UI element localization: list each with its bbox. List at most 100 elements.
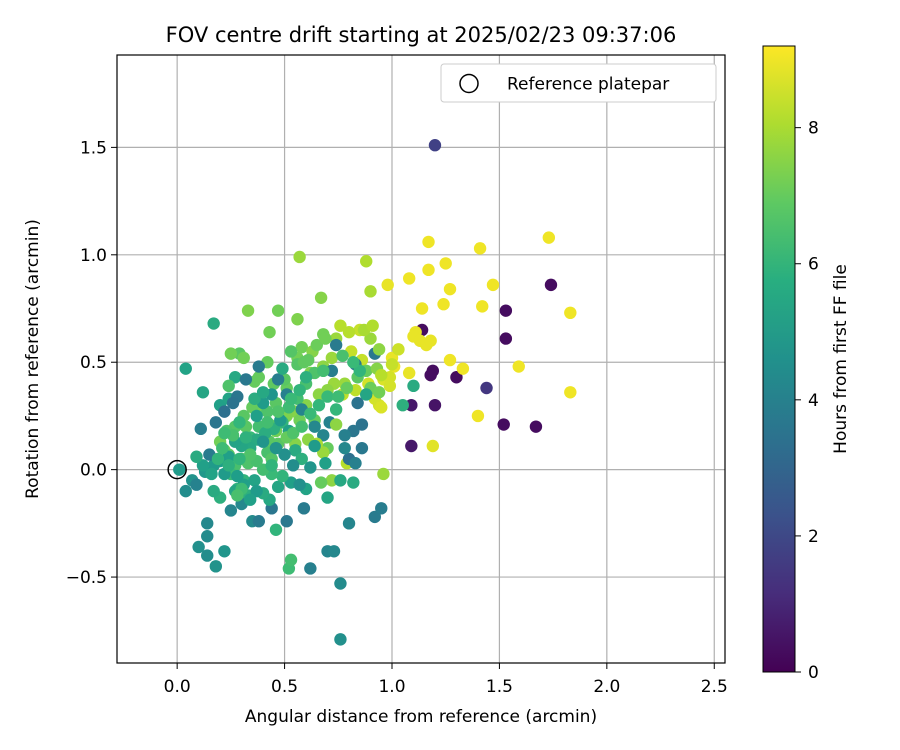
data-point (405, 439, 418, 453)
data-point (231, 469, 244, 483)
data-point (428, 139, 442, 152)
data-point (342, 517, 356, 530)
data-point (271, 304, 285, 317)
data-point (381, 278, 394, 292)
data-point (473, 242, 487, 255)
data-point (233, 416, 246, 429)
data-point (276, 469, 289, 483)
data-point (383, 379, 397, 393)
data-point (239, 373, 253, 386)
data-point (355, 441, 369, 455)
data-point (173, 463, 186, 476)
data-point (261, 416, 274, 429)
y-tick-label: 1.0 (80, 246, 107, 266)
data-point (355, 418, 369, 431)
data-point (497, 418, 510, 431)
data-point (241, 304, 255, 317)
legend-entry-label: Reference platepar (507, 75, 669, 95)
data-point (437, 298, 450, 311)
data-point (190, 450, 203, 463)
data-point (368, 510, 382, 524)
data-point (476, 300, 489, 313)
x-axis-label: Angular distance from reference (arcmin) (245, 707, 597, 727)
data-point (201, 549, 214, 562)
data-point (544, 278, 558, 292)
data-point (542, 231, 556, 244)
data-point (211, 452, 225, 466)
data-point (329, 403, 343, 416)
data-point (284, 553, 298, 567)
data-point (256, 386, 270, 399)
data-point (375, 368, 388, 382)
data-point (471, 409, 485, 423)
data-point (256, 435, 270, 448)
y-tick-label: 0.5 (80, 353, 107, 373)
data-point (422, 263, 435, 277)
data-point (252, 515, 265, 528)
colorbar-label: Hours from first FF file (831, 264, 851, 454)
data-point (295, 452, 308, 466)
data-point (304, 562, 317, 575)
colorbar-tick-label: 4 (808, 391, 819, 411)
legend-box (440, 63, 717, 103)
data-point (226, 396, 240, 410)
data-point (329, 338, 343, 352)
data-point (237, 351, 250, 365)
data-point (284, 392, 298, 405)
data-point (263, 325, 276, 339)
data-point (248, 474, 261, 487)
colorbar-tick-label: 0 (808, 663, 819, 683)
data-point (325, 364, 339, 378)
data-point (295, 340, 308, 354)
data-point (450, 371, 463, 384)
colorbar-tick-label: 6 (808, 255, 819, 275)
data-point (405, 398, 418, 412)
data-point (205, 467, 218, 481)
grid-lines (117, 55, 725, 663)
data-point (207, 484, 220, 498)
reference-point-marker (167, 459, 187, 480)
data-point (360, 388, 373, 401)
data-point (218, 545, 231, 558)
data-point (293, 478, 306, 491)
data-point (293, 383, 306, 397)
data-point (327, 545, 341, 558)
data-point (317, 364, 330, 378)
y-tick-label: 1.5 (80, 138, 107, 158)
data-point (424, 334, 437, 347)
data-point (248, 392, 261, 405)
legend-marker-open-circle (459, 73, 479, 94)
data-point (271, 405, 285, 418)
data-point (321, 491, 334, 504)
data-point (179, 362, 192, 375)
data-point (286, 426, 300, 440)
x-axis-ticks: 0.0 0.5 1.0 1.5 2.0 2.5 (164, 663, 728, 697)
data-point (338, 429, 351, 442)
data-point (239, 431, 253, 444)
data-point (407, 379, 420, 393)
data-point (512, 360, 525, 373)
data-point (244, 448, 257, 461)
chart-title: FOV centre drift starting at 2025/02/23 … (166, 23, 677, 47)
data-point (308, 420, 321, 433)
data-point (293, 250, 306, 264)
data-point (252, 371, 265, 384)
data-point (422, 235, 435, 249)
data-point (329, 418, 343, 431)
data-point (325, 474, 339, 487)
data-point (308, 439, 321, 453)
data-point (286, 459, 300, 472)
data-point (334, 319, 347, 332)
colorbar: 0 2 4 6 8 Hours from first FF file (762, 45, 851, 683)
data-point (342, 325, 356, 339)
data-point (312, 398, 326, 412)
data-point (334, 577, 347, 590)
x-tick-label: 2.0 (593, 677, 620, 697)
data-point (529, 420, 543, 433)
data-point (304, 461, 317, 474)
data-point (278, 448, 291, 461)
data-point (347, 476, 360, 489)
data-point (276, 362, 289, 375)
data-point (224, 347, 238, 360)
data-point (456, 362, 470, 375)
